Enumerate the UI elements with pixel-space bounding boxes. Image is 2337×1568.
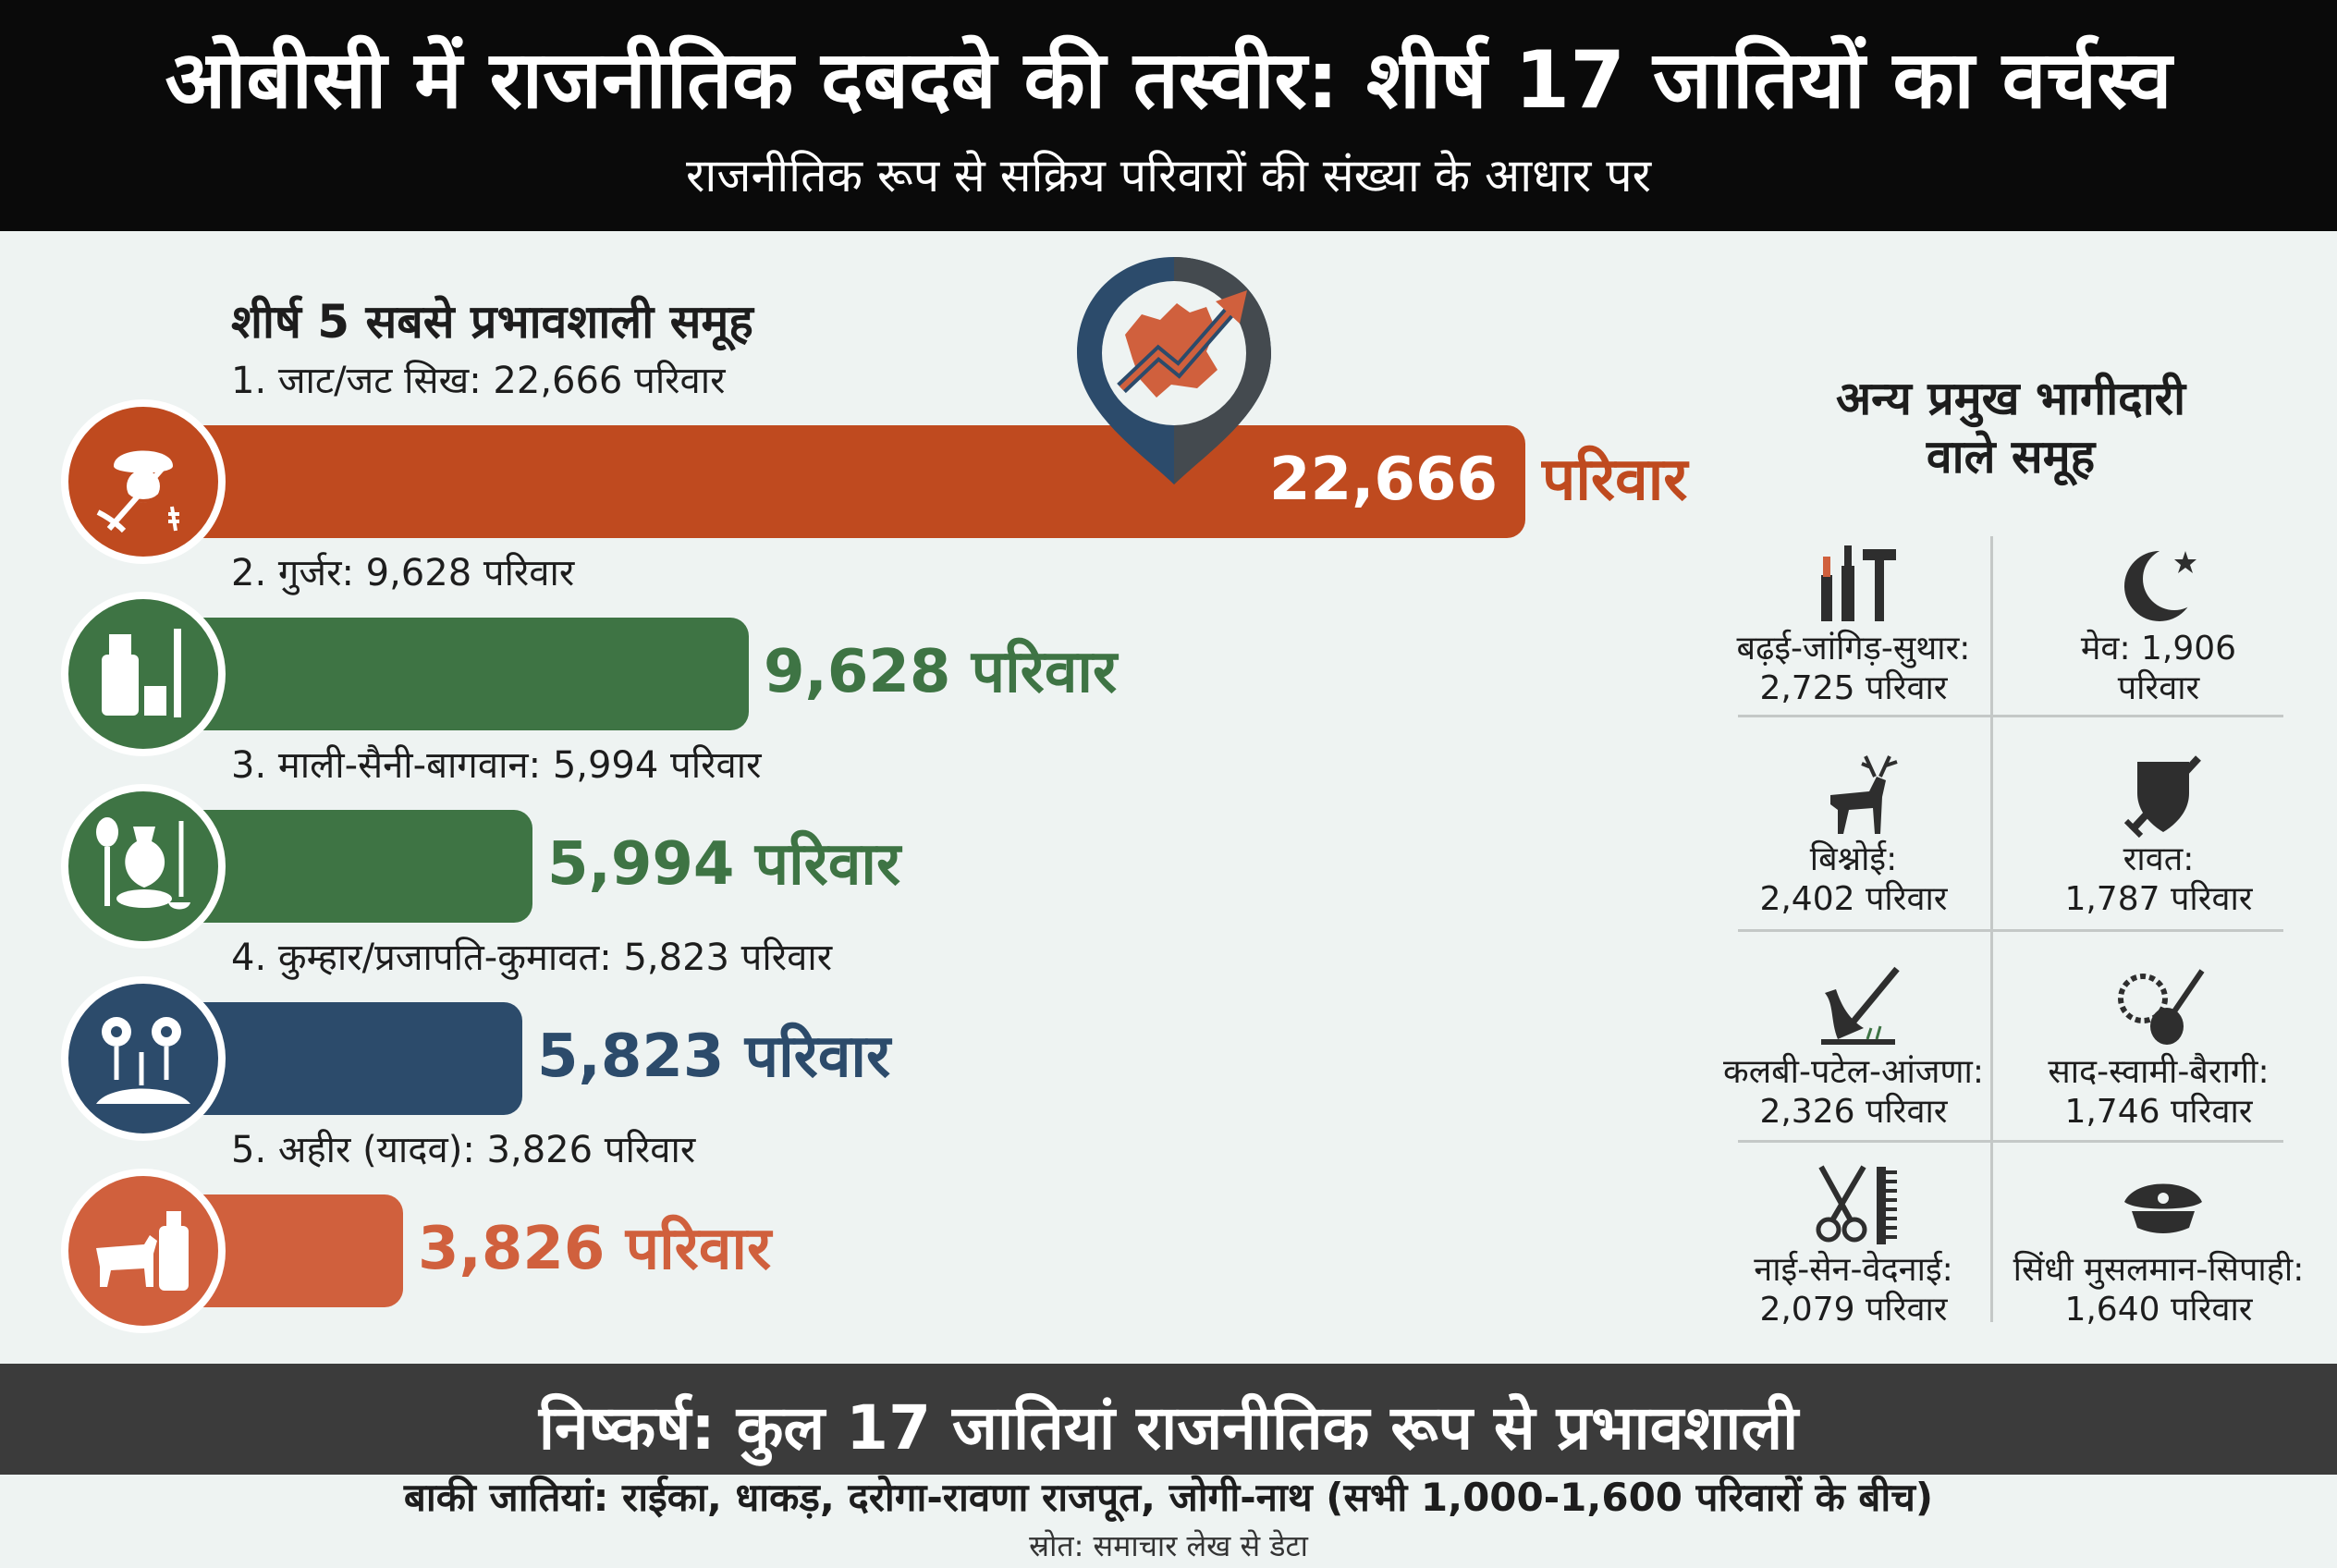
grid-divider [1738, 929, 2283, 932]
crescent-star-icon [2124, 547, 2206, 621]
group-cell: मेव: 1,906 परिवार [2006, 536, 2311, 732]
plough-icon [1821, 966, 1900, 1045]
bar-value-label: 9,628 परिवार [764, 638, 1118, 706]
other-groups-title: अन्य प्रमुख भागीदारी वाले समूह [1789, 370, 2233, 485]
group-cell: सिंधी मुसलमान-सिपाही: 1,640 परिवार [2006, 1158, 2311, 1354]
bar-label: 3. माली-सैनी-बागवान: 5,994 परिवार [231, 744, 762, 787]
deer-icon [1830, 755, 1898, 834]
pottery-icon [61, 784, 226, 949]
group-cell: बढ़ई-जांगिड़-सुथार: 2,725 परिवार [1701, 536, 2006, 732]
group-value: 2,326 परिवार [1759, 1093, 1948, 1131]
grid-divider [1738, 1140, 2283, 1143]
bar [176, 425, 1525, 538]
other-groups-grid: बढ़ई-जांगिड़-सुथार: 2,725 परिवार मेव: 1,… [1701, 536, 2311, 1329]
group-name: मेव: 1,906 [2080, 630, 2237, 668]
group-name: बिश्नोई: [1809, 840, 1898, 878]
flowers-icon [61, 976, 226, 1141]
group-name: रावत: [2123, 840, 2195, 878]
group-value: 1,746 परिवार [2064, 1093, 2253, 1131]
group-cell: साद-स्वामी-बैरागी: 1,746 परिवार [2006, 960, 2311, 1156]
group-name: सिंधी मुसलमान-सिपाही: [2013, 1251, 2305, 1289]
top5-section-title: शीर्ष 5 सबसे प्रभावशाली समूह [231, 295, 753, 349]
group-name: नाई-सेन-वेदनाई: [1754, 1251, 1953, 1289]
carpenter-tools-icon [1821, 545, 1896, 621]
source-note: स्रोत: समाचार लेख से डेटा [1029, 1528, 1308, 1563]
bar [176, 1002, 522, 1115]
other-groups-title-line2: वाले समूह [1926, 429, 2096, 484]
group-name: कलबी-पटेल-आंजणा: [1723, 1053, 1984, 1091]
police-cap-icon [2124, 1183, 2202, 1233]
milk-can-icon [61, 592, 226, 756]
group-cell: नाई-सेन-वेदनाई: 2,079 परिवार [1701, 1158, 2006, 1354]
bar [176, 810, 532, 923]
page-subtitle: राजनीतिक रूप से सक्रिय परिवारों की संख्य… [685, 149, 1652, 202]
bar-label: 5. अहीर (यादव): 3,826 परिवार [231, 1129, 696, 1171]
bar-label: 2. गुर्जर: 9,628 परिवार [231, 552, 575, 594]
header-banner: ओबीसी में राजनीतिक दबदबे की तस्वीर: शीर्… [0, 0, 2337, 231]
group-value: परिवार [2117, 669, 2200, 707]
other-groups-title-line1: अन्य प्रमुख भागीदारी [1835, 372, 2186, 425]
rosary-instrument-icon [2118, 969, 2205, 1045]
conclusion-band: निष्कर्ष: कुल 17 जातियां राजनीतिक रूप से… [0, 1364, 2337, 1475]
bar-value-label: 5,823 परिवार [537, 1023, 891, 1091]
group-value: 1,640 परिवार [2064, 1291, 2253, 1329]
bar-value-label: 5,994 परिवार [547, 830, 901, 899]
bar-chart: 1. जाट/जट सिख: 22,666 परिवार 22,666 परिवार… [0, 361, 1756, 1350]
conclusion-text: निष्कर्ष: कुल 17 जातियां राजनीतिक रूप से… [538, 1392, 1799, 1464]
bar-value-label: 22,666 [1269, 446, 1498, 514]
bar-unit-label: परिवार [1542, 446, 1688, 514]
group-name: बढ़ई-जांगिड़-सुथार: [1736, 630, 1971, 668]
group-name: साद-स्वामी-बैरागी: [2048, 1053, 2270, 1091]
grid-divider [1738, 715, 2283, 717]
group-cell: रावत: 1,787 परिवार [2006, 747, 2311, 943]
page-title: ओबीसी में राजनीतिक दबदबे की तस्वीर: शीर्… [165, 34, 2172, 127]
turban-farmer-icon [61, 399, 226, 564]
bar [176, 618, 749, 730]
cow-icon [61, 1169, 226, 1333]
scissors-comb-icon [1816, 1165, 1897, 1244]
bar-value-label: 3,826 परिवार [418, 1215, 772, 1283]
group-cell: कलबी-पटेल-आंजणा: 2,326 परिवार [1701, 960, 2006, 1156]
group-cell: बिश्नोई: 2,402 परिवार [1701, 747, 2006, 943]
shield-sword-icon [2123, 755, 2201, 838]
map-pin-trend-icon [1077, 257, 1271, 484]
bar-label: 4. कुम्हार/प्रजापति-कुमावत: 5,823 परिवार [231, 937, 833, 979]
group-value: 1,787 परिवार [2064, 880, 2253, 918]
remaining-castes-note: बाकी जातियां: राईका, धाकड़, दरोगा-रावणा … [403, 1475, 1934, 1520]
bar-label: 1. जाट/जट सिख: 22,666 परिवार [231, 360, 726, 402]
group-value: 2,402 परिवार [1759, 880, 1948, 918]
group-value: 2,725 परिवार [1759, 669, 1948, 707]
group-value: 2,079 परिवार [1759, 1291, 1948, 1329]
